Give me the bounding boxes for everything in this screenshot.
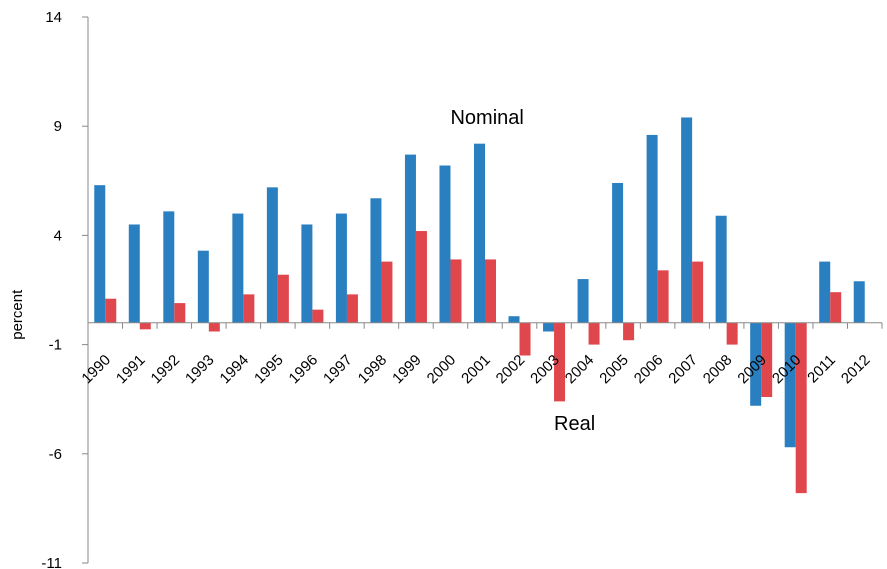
- x-tick-label: 1998: [355, 352, 391, 388]
- bar-series1-1995: [266, 187, 278, 323]
- y-tick-label: 4: [54, 227, 62, 244]
- x-tick-label: 2006: [631, 352, 667, 388]
- x-tick-label: 2011: [804, 352, 839, 387]
- x-tick-label: 2007: [665, 352, 701, 388]
- x-tick-label: 2000: [424, 352, 460, 388]
- y-tick-label: -1: [49, 337, 62, 354]
- bar-series2-2000: [450, 259, 462, 323]
- bar-series1-1990: [94, 185, 106, 323]
- bar-series2-2009: [761, 322, 773, 398]
- x-tick-label: 2012: [838, 352, 874, 388]
- annotation-real: Real: [554, 413, 595, 435]
- bar-series2-2004: [588, 322, 600, 345]
- x-tick-label: 2005: [596, 352, 632, 388]
- bar-series2-2008: [726, 322, 738, 345]
- bar-series2-2007: [692, 261, 704, 323]
- bar-series2-1996: [312, 309, 324, 323]
- y-tick-label: 14: [45, 9, 62, 26]
- y-tick-label: -6: [49, 446, 62, 463]
- bar-series2-2002: [519, 322, 531, 356]
- x-tick-label: 1993: [182, 352, 218, 388]
- bar-series2-2011: [830, 292, 842, 323]
- bar-series1-1991: [128, 224, 140, 323]
- y-axis-label: percent: [9, 289, 26, 340]
- bar-series1-2004: [577, 279, 589, 323]
- bar-series1-2000: [439, 165, 451, 323]
- bar-series1-2011: [819, 261, 831, 323]
- bar-series1-1992: [163, 211, 175, 323]
- bar-series2-2005: [623, 322, 635, 341]
- bar-series1-2002: [508, 316, 520, 323]
- bar-series1-1994: [232, 213, 244, 323]
- annotation-nominal: Nominal: [450, 107, 523, 129]
- x-tick-label: 2008: [700, 352, 736, 388]
- bar-series2-1997: [346, 294, 358, 323]
- bar-series1-2001: [474, 143, 485, 323]
- bar-series1-2009: [750, 322, 762, 406]
- annotations-group: Nominal Real: [450, 107, 595, 435]
- x-tick-label: 2004: [562, 352, 598, 388]
- bar-series1-1998: [370, 198, 382, 323]
- x-tick-label: 1997: [320, 352, 356, 388]
- bar-series2-1992: [174, 303, 186, 323]
- y-tick-label: 9: [54, 118, 62, 135]
- y-tick-label: -11: [41, 555, 62, 569]
- x-tick-label: 1996: [286, 352, 322, 388]
- x-tick-label: 1992: [148, 352, 184, 388]
- x-tick-label: 1999: [389, 352, 425, 388]
- bar-series2-2003: [554, 322, 566, 402]
- y-ticks-group: 14 9 4 -1 -6 -11: [41, 9, 88, 569]
- bar-series2-1991: [139, 322, 151, 330]
- x-tick-label: 1991: [113, 352, 149, 388]
- bar-series2-2006: [657, 270, 669, 323]
- x-tick-label: 1990: [78, 352, 114, 388]
- x-tick-label: 1995: [251, 352, 287, 388]
- bar-series1-1993: [197, 250, 209, 323]
- bar-series1-2005: [612, 182, 624, 323]
- bar-series2-1995: [277, 274, 289, 323]
- bar-series1-1997: [335, 213, 347, 323]
- x-tick-label: 2001: [458, 352, 494, 388]
- bar-series2-1993: [208, 322, 220, 332]
- bars-group: [94, 117, 865, 494]
- bar-series2-1999: [415, 231, 427, 323]
- bar-series2-1990: [105, 298, 117, 323]
- bar-series2-1998: [381, 261, 393, 323]
- bar-series1-2010: [784, 322, 796, 448]
- bar-series2-2010: [795, 322, 807, 494]
- bar-series2-1994: [243, 294, 255, 323]
- bar-series1-2012: [853, 281, 865, 323]
- x-tick-label: 1994: [217, 352, 253, 388]
- bar-series1-2006: [646, 134, 658, 323]
- bar-series2-2001: [485, 259, 496, 323]
- bar-series1-2003: [543, 322, 555, 332]
- bar-series1-2008: [715, 215, 727, 323]
- bar-series1-1996: [301, 224, 313, 323]
- bar-series1-2007: [681, 117, 693, 323]
- x-tick-label: 2002: [493, 352, 529, 388]
- bar-series1-1999: [404, 154, 416, 323]
